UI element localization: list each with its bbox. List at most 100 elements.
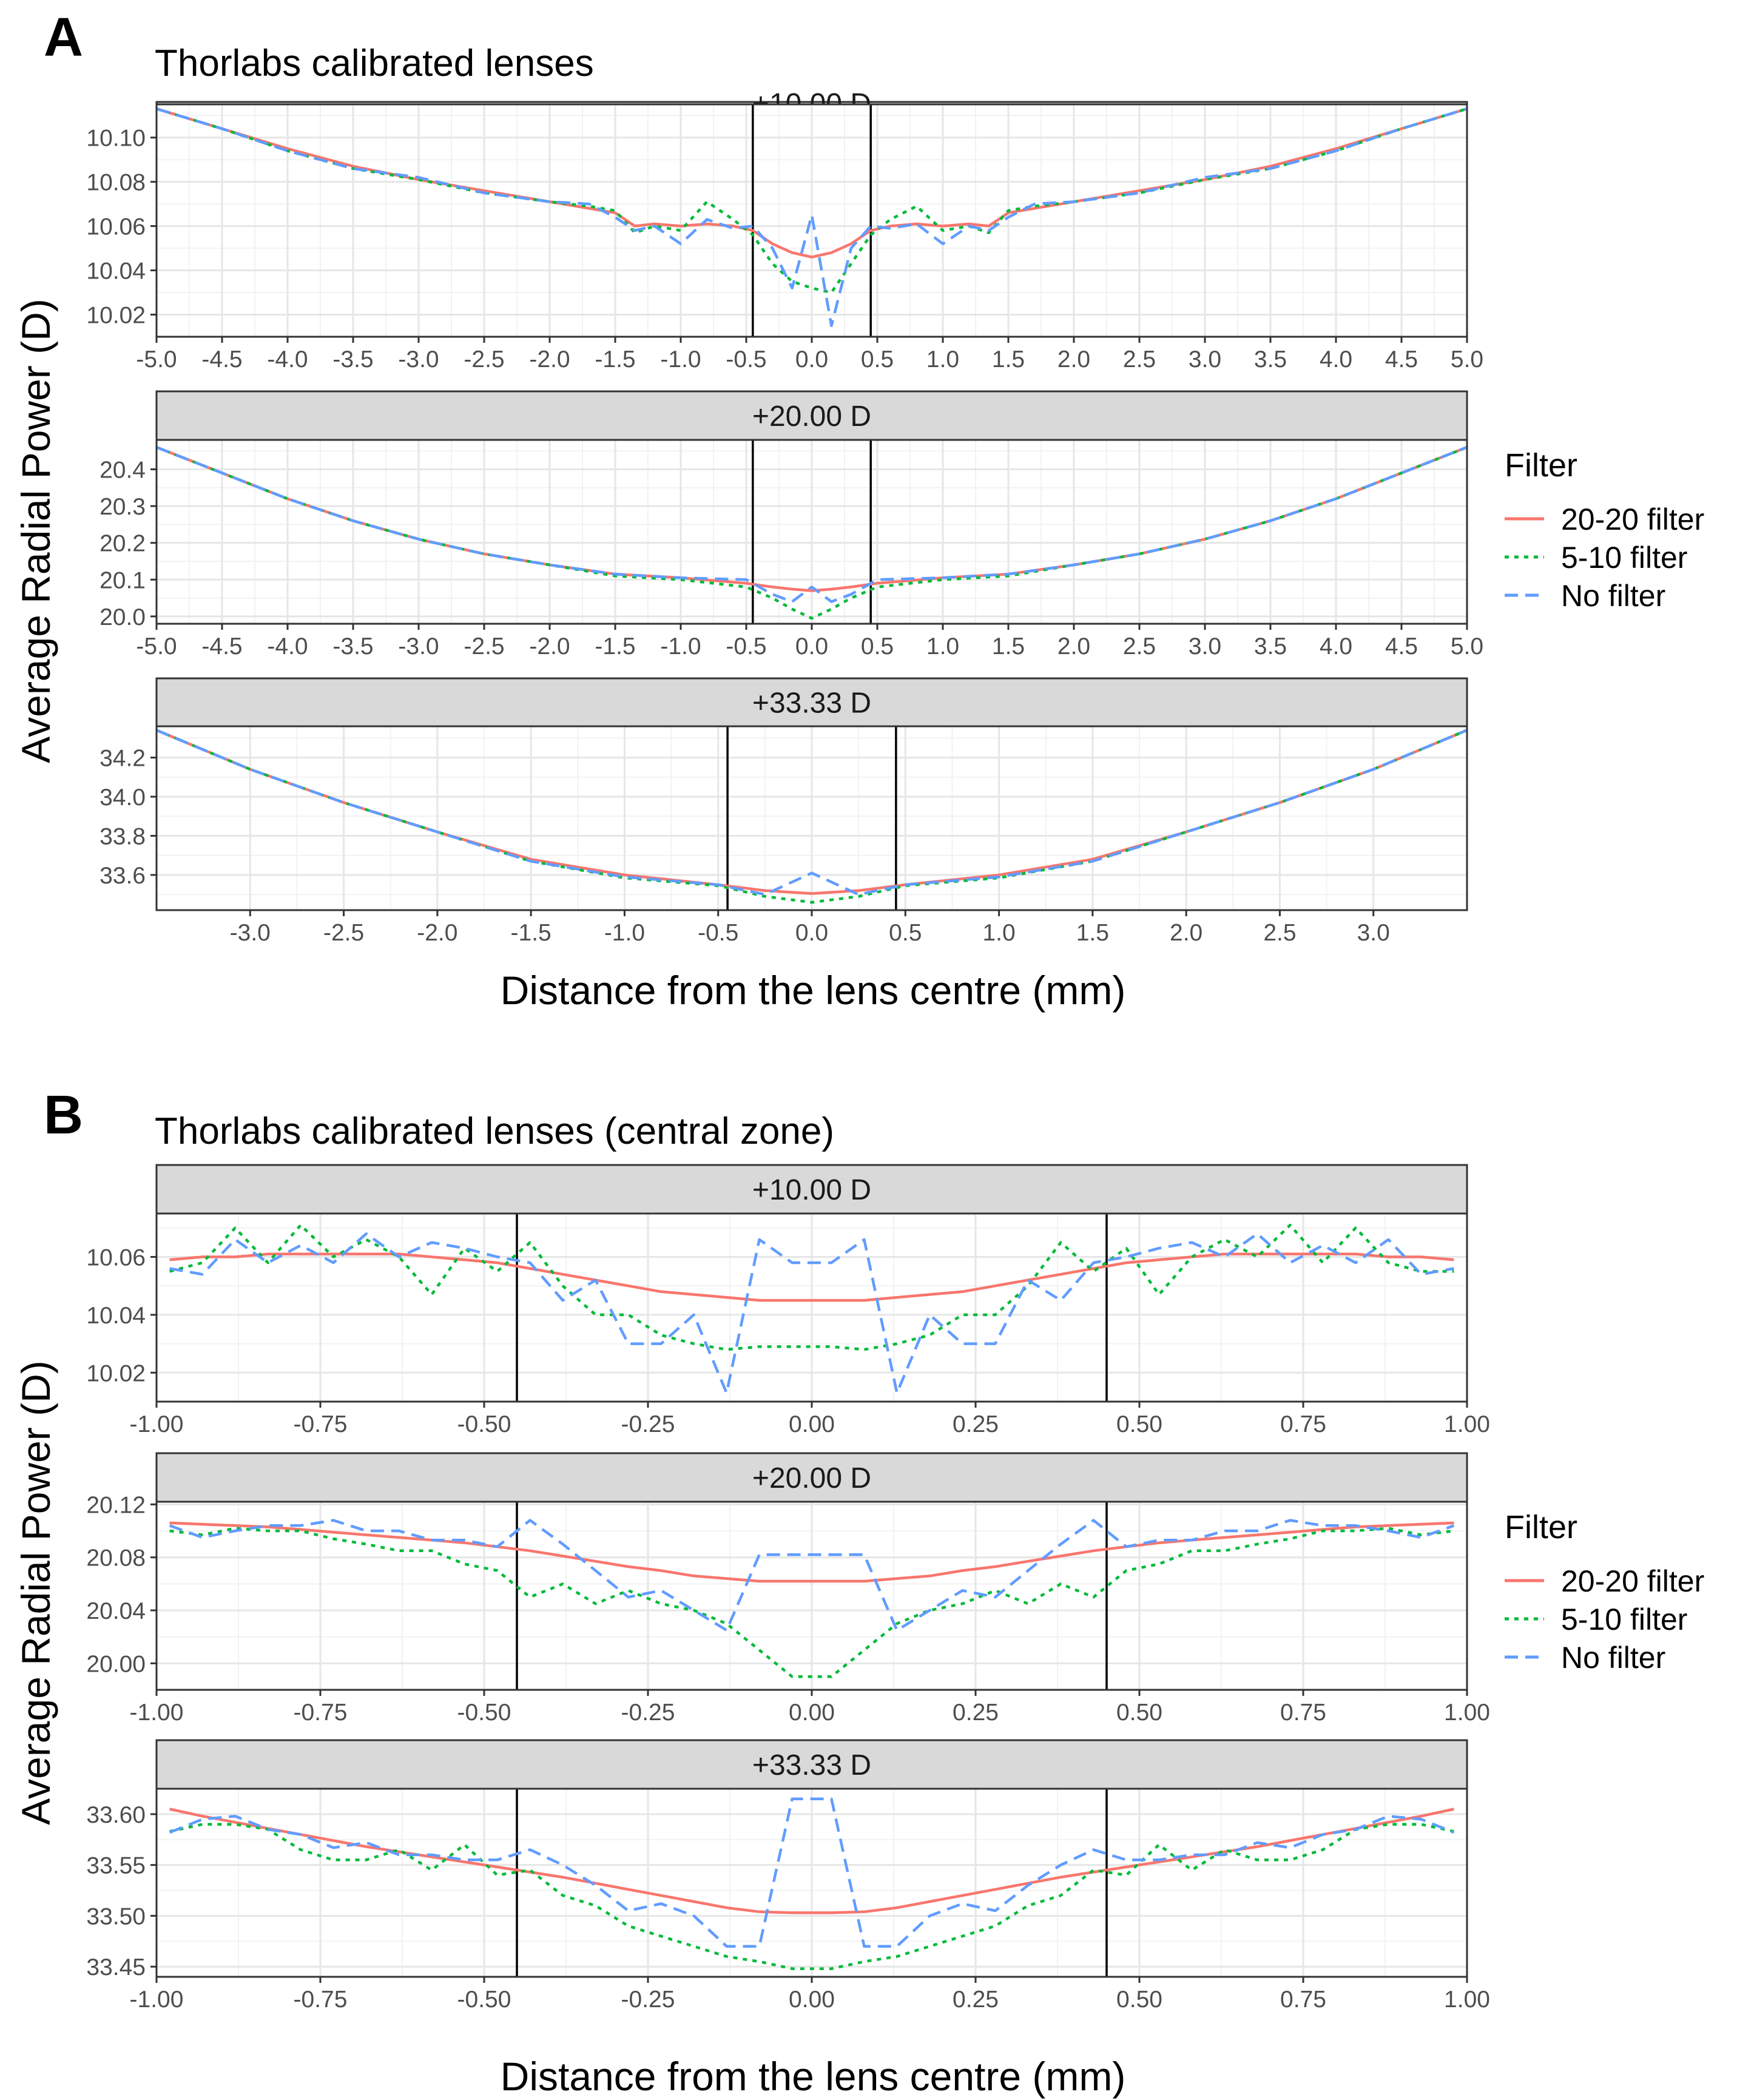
panel-b-x-axis-label: Distance from the lens centre (mm): [501, 2054, 1126, 2099]
facet-b-1: +10.00 D -1.00 -0.75 -0.50 -0.25 0.00 0.25 0.50…: [86, 1164, 1490, 1437]
series-line-no-filter: [156, 446, 1468, 603]
facet-a-1: +10.00 D-5.0 -4.5 -4.0 -3.5 -3.0 -2.5 -2.0 -1.5…: [86, 88, 1483, 373]
x-tick-label: -1.5: [511, 920, 551, 946]
y-tick-label: 10.10: [86, 126, 146, 152]
x-tick-label: 3.0: [1189, 633, 1221, 660]
x-tick-label: 0.0: [795, 920, 828, 946]
x-tick-label: 0.50: [1116, 1987, 1162, 2013]
legend-label-no-filter: No filter: [1561, 1641, 1665, 1675]
y-tick-label: 10.08: [86, 170, 146, 196]
x-tick-label: 1.00: [1444, 1700, 1490, 1726]
x-tick-label: -0.75: [294, 1411, 348, 1437]
panel-a-legend: Filter 20-20 filter 5-10 filter No filte…: [1505, 447, 1704, 613]
x-tick-label: 2.0: [1170, 920, 1202, 946]
x-tick-label: -2.5: [464, 633, 504, 660]
x-tick-label: 1.0: [926, 346, 959, 373]
x-tick-label: 0.25: [953, 1411, 999, 1437]
x-tick-label: 0.50: [1116, 1700, 1162, 1726]
x-tick-label: 1.5: [992, 633, 1025, 660]
x-tick-label: -0.50: [457, 1700, 511, 1726]
x-tick-label: 1.0: [982, 920, 1015, 946]
x-tick-label: 1.5: [1076, 920, 1109, 946]
y-tick-label: 20.1: [99, 567, 146, 593]
facet-strip: [155, 1164, 1468, 1215]
y-tick-label: 10.02: [86, 1360, 146, 1386]
major-gridlines: [157, 726, 1467, 910]
legend-label-20-20-filter: 20-20 filter: [1561, 502, 1704, 536]
x-tick-label: -1.0: [660, 346, 701, 373]
x-tick-label: 1.00: [1444, 1411, 1490, 1437]
facet-a-3: +33.33 D -3.0 -2.5 -2.0 -1.5 -1.0 -0.5 0.0 0.5 1.…: [99, 677, 1468, 946]
x-tick-label: -2.5: [323, 920, 364, 946]
series-line-no-filter: [169, 1232, 1454, 1394]
x-tick-label: 0.00: [789, 1411, 835, 1437]
panel-b-title: Thorlabs calibrated lenses (central zone…: [155, 1110, 834, 1152]
y-tick-label: 20.3: [99, 494, 146, 520]
y-tick-label: 20.00: [86, 1651, 146, 1677]
x-tick-label: 4.0: [1320, 346, 1352, 373]
y-tick-label: 34.0: [99, 785, 146, 811]
x-tick-label: -3.5: [332, 633, 373, 660]
x-tick-label: -0.25: [621, 1700, 675, 1726]
x-tick-label: -0.5: [698, 920, 738, 946]
y-tick-label: 20.0: [99, 604, 146, 630]
x-tick-label: 4.5: [1385, 633, 1418, 660]
x-tick-label: 0.75: [1280, 1987, 1326, 2013]
facet-strip-label: +33.33 D: [752, 1749, 871, 1781]
x-tick-label: -3.5: [332, 346, 373, 373]
facet-strip: [155, 390, 1468, 441]
x-tick-label: -0.5: [726, 346, 766, 373]
y-tick-label: 33.60: [86, 1802, 146, 1828]
facet-b-3: +33.33 D -1.00 -0.75 -0.50 -0.25 0.00 0.25 0.50…: [86, 1739, 1490, 2013]
x-tick-label: 4.5: [1385, 346, 1418, 373]
panel-a-legend-title: Filter: [1505, 447, 1577, 484]
x-tick-label: -0.50: [457, 1987, 511, 2013]
y-tick-label: 33.6: [99, 863, 146, 889]
x-tick-label: -1.0: [604, 920, 645, 946]
series-line-5-10-filter: [156, 729, 1468, 904]
y-tick-label: 10.06: [86, 214, 146, 240]
x-tick-label: 0.50: [1116, 1411, 1162, 1437]
x-tick-label: -0.5: [726, 633, 766, 660]
x-tick-label: 0.25: [953, 1987, 999, 2013]
x-tick-label: -5.0: [136, 346, 177, 373]
x-tick-label: -1.0: [660, 633, 701, 660]
y-tick-label: 10.04: [86, 1303, 146, 1329]
series-line-5-10-filter: [169, 1527, 1454, 1678]
x-tick-label: 0.5: [861, 346, 894, 373]
panel-a-x-axis-label: Distance from the lens centre (mm): [501, 968, 1126, 1013]
y-tick-label: 33.45: [86, 1954, 146, 1980]
y-tick-label: 10.02: [86, 303, 146, 329]
x-tick-label: 2.5: [1123, 346, 1156, 373]
x-tick-label: -3.0: [230, 920, 271, 946]
legend-label-5-10-filter: 5-10 filter: [1561, 1602, 1687, 1636]
panel-a-y-axis-label: Average Radial Power (D): [13, 299, 58, 763]
panel-b-y-axis-label: Average Radial Power (D): [13, 1360, 58, 1825]
x-tick-label: -0.25: [621, 1987, 675, 2013]
y-tick-label: 33.55: [86, 1853, 146, 1879]
x-tick-label: -0.50: [457, 1411, 511, 1437]
y-tick-label: 20.04: [86, 1598, 146, 1624]
legend-label-20-20-filter: 20-20 filter: [1561, 1564, 1704, 1598]
x-tick-label: -2.0: [417, 920, 457, 946]
major-gridlines: [155, 440, 1468, 624]
facet-a-2: +20.00 D -5.0 -4.5 -4.0 -3.5 -3.0 -2.5 -2.0 -1.5…: [99, 390, 1483, 660]
series-line-no-filter: [169, 1519, 1455, 1632]
x-tick-label: -3.0: [398, 633, 439, 660]
y-tick-label: 34.2: [99, 746, 146, 772]
x-tick-label: 0.5: [861, 633, 894, 660]
x-tick-label: -0.75: [294, 1700, 348, 1726]
legend-label-no-filter: No filter: [1561, 579, 1665, 613]
x-tick-label: 2.5: [1123, 633, 1156, 660]
series-line-20-20-filter: [169, 1521, 1454, 1583]
panel-b-legend-title: Filter: [1505, 1509, 1577, 1545]
facet-strip-label: +10.00 D: [752, 1174, 871, 1206]
x-tick-label: -1.00: [130, 1987, 184, 2013]
x-tick-label: -4.5: [201, 346, 242, 373]
series-line-no-filter: [169, 1797, 1455, 1948]
facet-b-2: +20.00 D -1.00 -0.75 -0.50 -0.25 0.00 0.25 0.50…: [86, 1452, 1490, 1726]
x-tick-label: -4.0: [267, 346, 308, 373]
x-tick-label: 2.0: [1057, 633, 1090, 660]
x-tick-label: -4.5: [201, 633, 242, 660]
x-tick-label: 0.00: [789, 1700, 835, 1726]
